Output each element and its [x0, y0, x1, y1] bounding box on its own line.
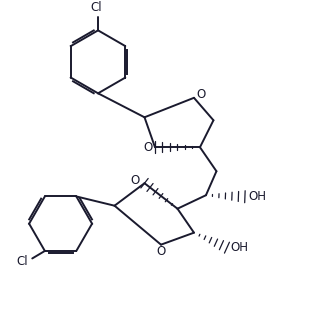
- Text: O: O: [144, 141, 153, 154]
- Text: O: O: [196, 88, 205, 101]
- Text: Cl: Cl: [91, 1, 102, 15]
- Text: O: O: [130, 174, 140, 187]
- Text: O: O: [156, 245, 166, 258]
- Text: OH: OH: [248, 190, 266, 203]
- Text: OH: OH: [231, 241, 248, 254]
- Text: Cl: Cl: [16, 255, 27, 268]
